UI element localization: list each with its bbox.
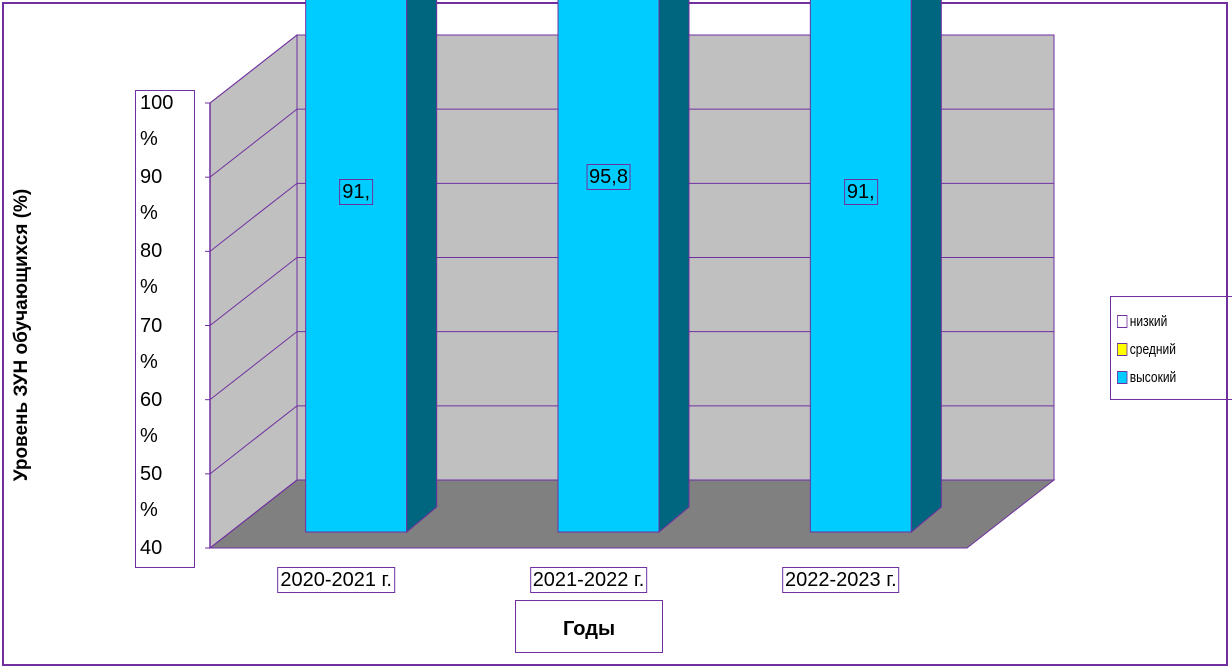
grid-line	[209, 479, 298, 549]
y-axis-label-box	[135, 90, 195, 568]
legend-label: высокий	[1129, 368, 1177, 386]
bar-segment	[809, 0, 912, 533]
x-tick-label: 2020-2021 г.	[277, 567, 395, 593]
x-axis-title: Годы	[515, 600, 663, 653]
data-label: 95,8	[586, 163, 631, 190]
bar-segment	[557, 0, 660, 533]
data-label: 91,	[339, 178, 374, 205]
legend-swatch	[1117, 370, 1128, 384]
legend: низкий средний высокий	[1110, 296, 1232, 400]
grid-line	[209, 331, 298, 401]
bar-side	[406, 0, 438, 534]
x-tick-label: 2021-2022 г.	[529, 567, 648, 593]
x-tick-label: 2022-2023 г.	[782, 567, 900, 593]
legend-swatch	[1117, 314, 1128, 328]
y-tick-label: 60 %	[140, 388, 163, 447]
legend-entry: высокий	[1117, 363, 1210, 391]
grid-line	[209, 182, 298, 252]
grid-line	[209, 108, 298, 178]
legend-entry: средний	[1117, 335, 1210, 363]
data-label: 91,	[843, 178, 878, 205]
y-tick-label: 50 %	[140, 462, 163, 521]
legend-label: средний	[1129, 340, 1176, 358]
legend-swatch	[1117, 342, 1128, 356]
legend-entry: низкий	[1117, 307, 1210, 335]
y-tick-label: 90 %	[140, 166, 163, 225]
grid-line	[209, 405, 298, 475]
grid-line	[209, 257, 298, 326]
y-axis-title: Уровень ЗУН обучающихся (%)	[11, 188, 32, 482]
bar-side	[658, 0, 690, 534]
bar-side	[910, 0, 942, 534]
legend-label: низкий	[1129, 312, 1168, 330]
grid-line	[209, 34, 298, 104]
y-tick-label: 70 %	[140, 314, 163, 373]
bar-segment	[305, 0, 408, 533]
y-tick-label: 40	[140, 537, 163, 559]
y-tick-label: 100 %	[140, 92, 174, 150]
y-tick-label: 80 %	[140, 240, 163, 299]
